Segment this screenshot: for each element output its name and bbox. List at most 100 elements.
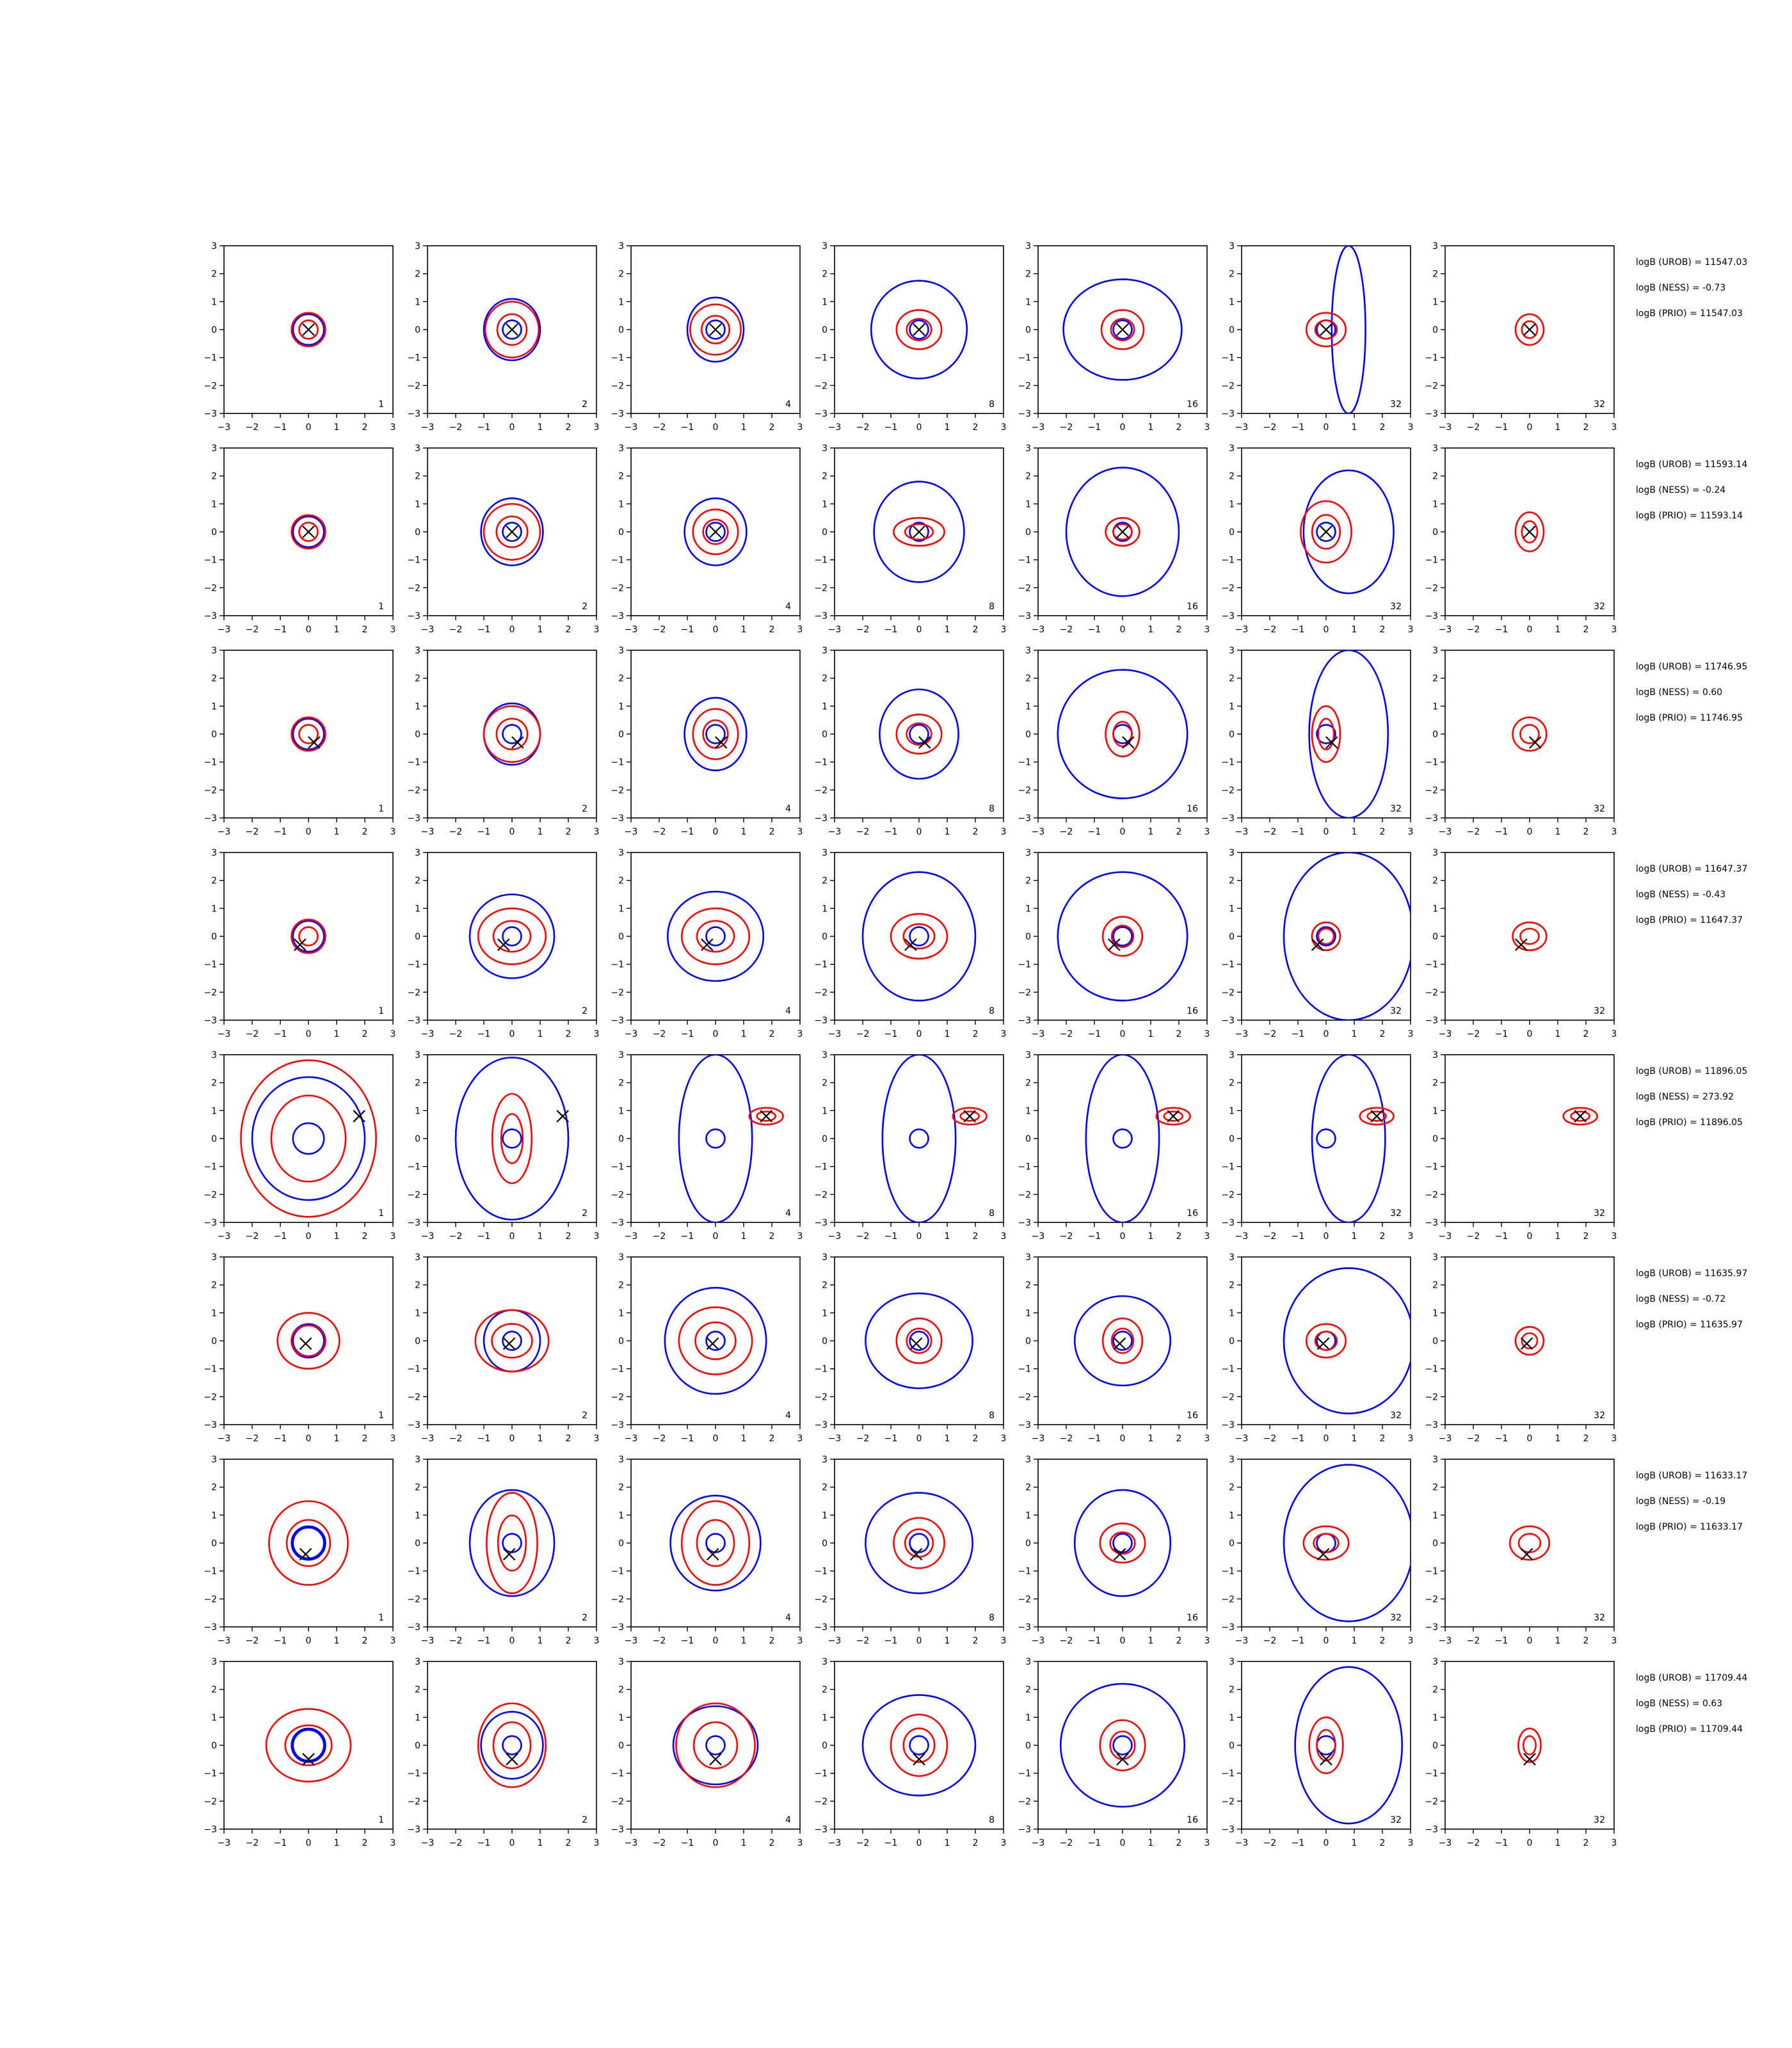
y-tick-label: −2	[1425, 988, 1438, 998]
x-tick-label: −3	[218, 1029, 231, 1039]
x-tick-label: −2	[653, 1029, 666, 1039]
panel-label: 16	[1187, 804, 1198, 814]
red-contour-inner	[500, 1113, 524, 1164]
y-tick-label: 0	[415, 932, 420, 942]
x-tick-label: −2	[449, 1231, 463, 1242]
x-tick-label: −2	[246, 1434, 259, 1444]
y-tick-label: 2	[211, 876, 217, 886]
red-contour-outer	[1311, 705, 1341, 763]
x-tick-label: −1	[1088, 1838, 1101, 1848]
panel-label: 16	[1187, 1006, 1198, 1016]
red-contour-outer	[484, 301, 540, 358]
blue-contour-inner	[909, 1533, 929, 1553]
x-tick-label: 0	[1324, 422, 1329, 433]
blue-contour-inner	[292, 920, 325, 953]
x-tick-label: −2	[449, 625, 463, 635]
blue-contour-inner	[1112, 1735, 1133, 1756]
blue-contour-outer	[664, 1286, 767, 1395]
y-tick-label: 1	[1432, 904, 1438, 914]
x-tick-label: 0	[713, 1231, 719, 1242]
red-contour-inner	[1314, 1331, 1338, 1351]
panel-label: 32	[1390, 399, 1402, 410]
x-tick-label: −1	[1495, 1636, 1508, 1646]
y-tick-label: −1	[204, 1769, 217, 1779]
y-tick-label: 3	[1025, 1252, 1031, 1263]
x-tick-label: −2	[653, 827, 666, 837]
y-tick-label: 3	[822, 444, 828, 454]
panel-r3-c6: −3−3 −2 −2 −1 −1 0 0 1 1 2 2 3 3 32	[1221, 646, 1413, 837]
panel-label: 2	[582, 1411, 588, 1421]
y-tick-label: 0	[1432, 1539, 1438, 1549]
y-tick-label: −3	[407, 1016, 420, 1026]
x-tick-label: −2	[246, 1231, 259, 1242]
y-tick-label: −1	[1018, 1567, 1031, 1577]
axes-frame	[427, 852, 597, 1021]
x-tick-label: 3	[1612, 1838, 1617, 1848]
blue-contour-inner	[705, 1533, 726, 1553]
x-tick-label: 2	[1176, 1636, 1182, 1646]
y-tick-label: 3	[415, 1050, 420, 1060]
red-contour-outer	[952, 1107, 988, 1126]
true-value-marker	[308, 736, 321, 749]
y-tick-label: −3	[1018, 1622, 1031, 1633]
red-contour-inner	[495, 515, 529, 548]
blue-contour-outer	[483, 298, 541, 362]
x-tick-label: 1	[1148, 827, 1154, 837]
red-contour-inner	[696, 920, 735, 953]
true-value-marker	[1113, 1548, 1126, 1561]
y-tick-label: −2	[814, 381, 828, 391]
y-tick-label: 2	[1025, 1281, 1031, 1291]
y-tick-label: −3	[1018, 409, 1031, 419]
panel-label: 2	[582, 1006, 588, 1016]
panel-label: 8	[989, 804, 995, 814]
y-tick-label: −1	[1425, 960, 1438, 970]
x-tick-label: 2	[973, 1636, 979, 1646]
y-tick-label: −1	[1018, 758, 1031, 768]
x-tick-label: −3	[1439, 1636, 1452, 1646]
x-tick-label: 3	[1001, 422, 1007, 433]
contour-layer	[861, 871, 977, 1002]
true-value-marker	[502, 1337, 516, 1350]
y-tick-label: 2	[1432, 1685, 1438, 1695]
y-tick-label: −2	[204, 1190, 217, 1200]
y-tick-label: 1	[618, 701, 624, 712]
x-tick-label: −3	[625, 1434, 638, 1444]
y-tick-label: 2	[822, 269, 828, 280]
x-tick-label: −1	[1292, 1838, 1305, 1848]
x-tick-label: 1	[1352, 1434, 1357, 1444]
x-tick-label: 1	[1352, 1029, 1357, 1039]
panel-r6-c4: −3−3 −2 −2 −1 −1 0 0 1 1 2 2 3 3 8	[814, 1252, 1006, 1444]
x-tick-label: 1	[1148, 625, 1154, 635]
x-tick-label: 1	[334, 625, 340, 635]
blue-contour-outer	[1283, 1267, 1411, 1414]
y-tick-label: 1	[211, 1106, 217, 1116]
y-tick-label: −1	[204, 960, 217, 970]
logb-annotation: logB (PRIO) = 11746.95	[1636, 713, 1743, 723]
panel-r3-c1: −3−3 −2 −2 −1 −1 0 0 1 1 2 2 3 3 1	[204, 646, 396, 837]
blue-contour-outer	[480, 1711, 544, 1780]
x-tick-label: 0	[1120, 1434, 1126, 1444]
x-tick-label: 0	[1324, 625, 1329, 635]
blue-contour-outer	[1283, 852, 1411, 1020]
y-tick-label: 1	[1025, 1106, 1031, 1116]
y-tick-label: 3	[211, 1657, 217, 1667]
y-tick-label: 2	[1025, 269, 1031, 280]
y-tick-label: 1	[1229, 904, 1235, 914]
y-tick-label: 1	[822, 1713, 828, 1723]
true-value-marker	[909, 1548, 923, 1561]
x-tick-label: 3	[594, 422, 600, 433]
panel-label: 1	[378, 602, 384, 612]
x-tick-label: 2	[566, 1434, 572, 1444]
y-tick-label: −3	[1425, 1218, 1438, 1228]
true-value-marker	[963, 1110, 976, 1123]
x-tick-label: 1	[538, 625, 543, 635]
x-tick-label: 0	[509, 1029, 515, 1039]
x-tick-label: 3	[1001, 1838, 1007, 1848]
true-value-marker	[1529, 736, 1542, 749]
y-tick-label: 3	[822, 1455, 828, 1465]
y-tick-label: 2	[1025, 1078, 1031, 1089]
y-tick-label: −2	[814, 583, 828, 593]
y-tick-label: 2	[822, 674, 828, 684]
blue-contour-outer	[666, 890, 765, 982]
y-tick-label: −3	[814, 1218, 828, 1228]
